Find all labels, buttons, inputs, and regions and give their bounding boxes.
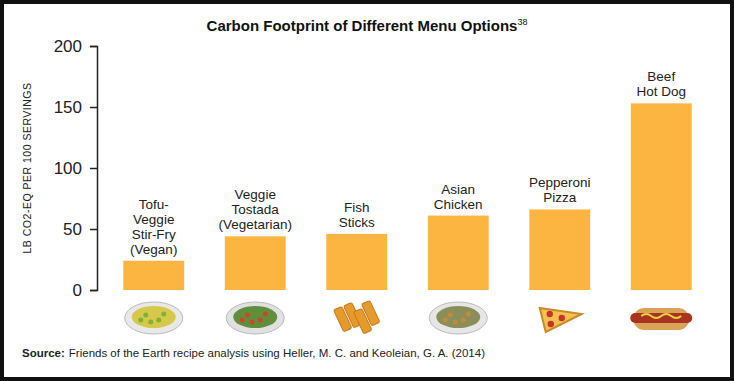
y-tick-mark	[90, 46, 97, 48]
category-label: PepperoniPizza	[529, 175, 591, 205]
y-tick-label: 150	[54, 98, 82, 117]
food-detail	[143, 313, 148, 318]
y-tick-mark	[90, 107, 97, 109]
y-tick: 150	[54, 98, 97, 117]
food-detail	[250, 320, 255, 325]
food	[436, 306, 480, 328]
y-tick: 50	[63, 220, 97, 239]
food-detail	[641, 314, 681, 318]
category-label-line: Veggie	[133, 212, 174, 227]
category-label-line: (Vegan)	[130, 242, 177, 257]
food-icon	[334, 300, 380, 334]
y-tick-label: 0	[73, 281, 82, 300]
title-text: Carbon Footprint of Different Menu Optio…	[207, 17, 518, 34]
bar	[529, 209, 590, 290]
food-detail	[161, 312, 166, 317]
food-detail	[263, 312, 268, 317]
y-axis: 0 50 100 150 200	[54, 37, 98, 300]
category-label-line: Asian	[441, 182, 475, 197]
title-footnote: 38	[517, 17, 527, 27]
y-tick: 200	[54, 37, 97, 56]
bars	[123, 103, 691, 290]
food-detail	[245, 313, 250, 318]
food-icon	[429, 302, 487, 334]
food-icons	[125, 300, 693, 334]
food-detail	[630, 313, 692, 323]
plate	[226, 302, 284, 334]
food-detail	[559, 315, 565, 321]
food	[132, 306, 176, 328]
category-label: FishSticks	[339, 200, 375, 230]
source-text: Friends of the Earth recipe analysis usi…	[69, 347, 485, 359]
food-icon	[226, 302, 284, 334]
bar	[326, 234, 387, 290]
y-tick-label: 50	[63, 220, 82, 239]
food-detail	[138, 318, 143, 323]
source-label: Source:	[22, 347, 65, 359]
category-label-line: Stir-Fry	[132, 227, 176, 242]
food-detail	[461, 318, 466, 323]
y-tick: 100	[54, 159, 97, 178]
category-label: AsianChicken	[434, 182, 483, 212]
y-tick-mark	[90, 229, 97, 231]
plate	[429, 302, 487, 334]
category-label-line: Tofu-	[139, 197, 169, 212]
category-label-line: Pizza	[543, 190, 577, 205]
food	[362, 300, 380, 326]
food-detail	[466, 312, 471, 317]
category-label-line: Fish	[344, 200, 370, 215]
category-label-line: Veggie	[235, 187, 276, 202]
title: Carbon Footprint of Different Menu Optio…	[207, 17, 528, 34]
background	[4, 4, 730, 377]
plate	[125, 302, 183, 334]
food-icon	[630, 308, 692, 330]
y-tick-label: 100	[54, 159, 82, 178]
food	[233, 306, 277, 328]
category-label: BeefHot Dog	[636, 69, 686, 99]
y-tick: 0	[73, 281, 97, 300]
food-detail	[240, 318, 245, 323]
category-label-line: Tostada	[232, 202, 280, 217]
source: Source: Friends of the Earth recipe analy…	[22, 347, 485, 359]
food-detail	[548, 321, 554, 327]
food-detail	[453, 320, 458, 325]
food-detail	[258, 318, 263, 323]
category-label-line: Pepperoni	[529, 175, 591, 190]
food-detail	[148, 320, 153, 325]
bar	[123, 261, 184, 290]
bar	[631, 103, 692, 290]
category-label: VeggieTostada(Vegetarian)	[218, 187, 292, 232]
food	[540, 308, 582, 332]
food-detail	[448, 313, 453, 318]
category-label-line: Hot Dog	[636, 84, 686, 99]
food-detail	[443, 318, 448, 323]
category-label-line: Chicken	[434, 197, 483, 212]
y-axis-line	[90, 47, 98, 291]
food-icon	[540, 308, 582, 332]
food-icon	[125, 302, 183, 334]
y-tick-mark	[90, 290, 97, 292]
chart: Carbon Footprint of Different Menu Optio…	[0, 0, 734, 381]
y-axis-title: LB CO2-EQ PER 100 SERVINGS	[21, 83, 33, 254]
y-tick-mark	[90, 168, 97, 170]
category-label: Tofu-VeggieStir-Fry(Vegan)	[130, 197, 177, 257]
bar	[225, 236, 286, 290]
category-label-line: Beef	[647, 69, 675, 84]
bar	[428, 216, 489, 290]
food-detail	[156, 318, 161, 323]
food-detail	[547, 311, 553, 317]
category-label-line: Sticks	[339, 215, 375, 230]
y-tick-label: 200	[54, 37, 82, 56]
category-label-line: (Vegetarian)	[218, 217, 292, 232]
